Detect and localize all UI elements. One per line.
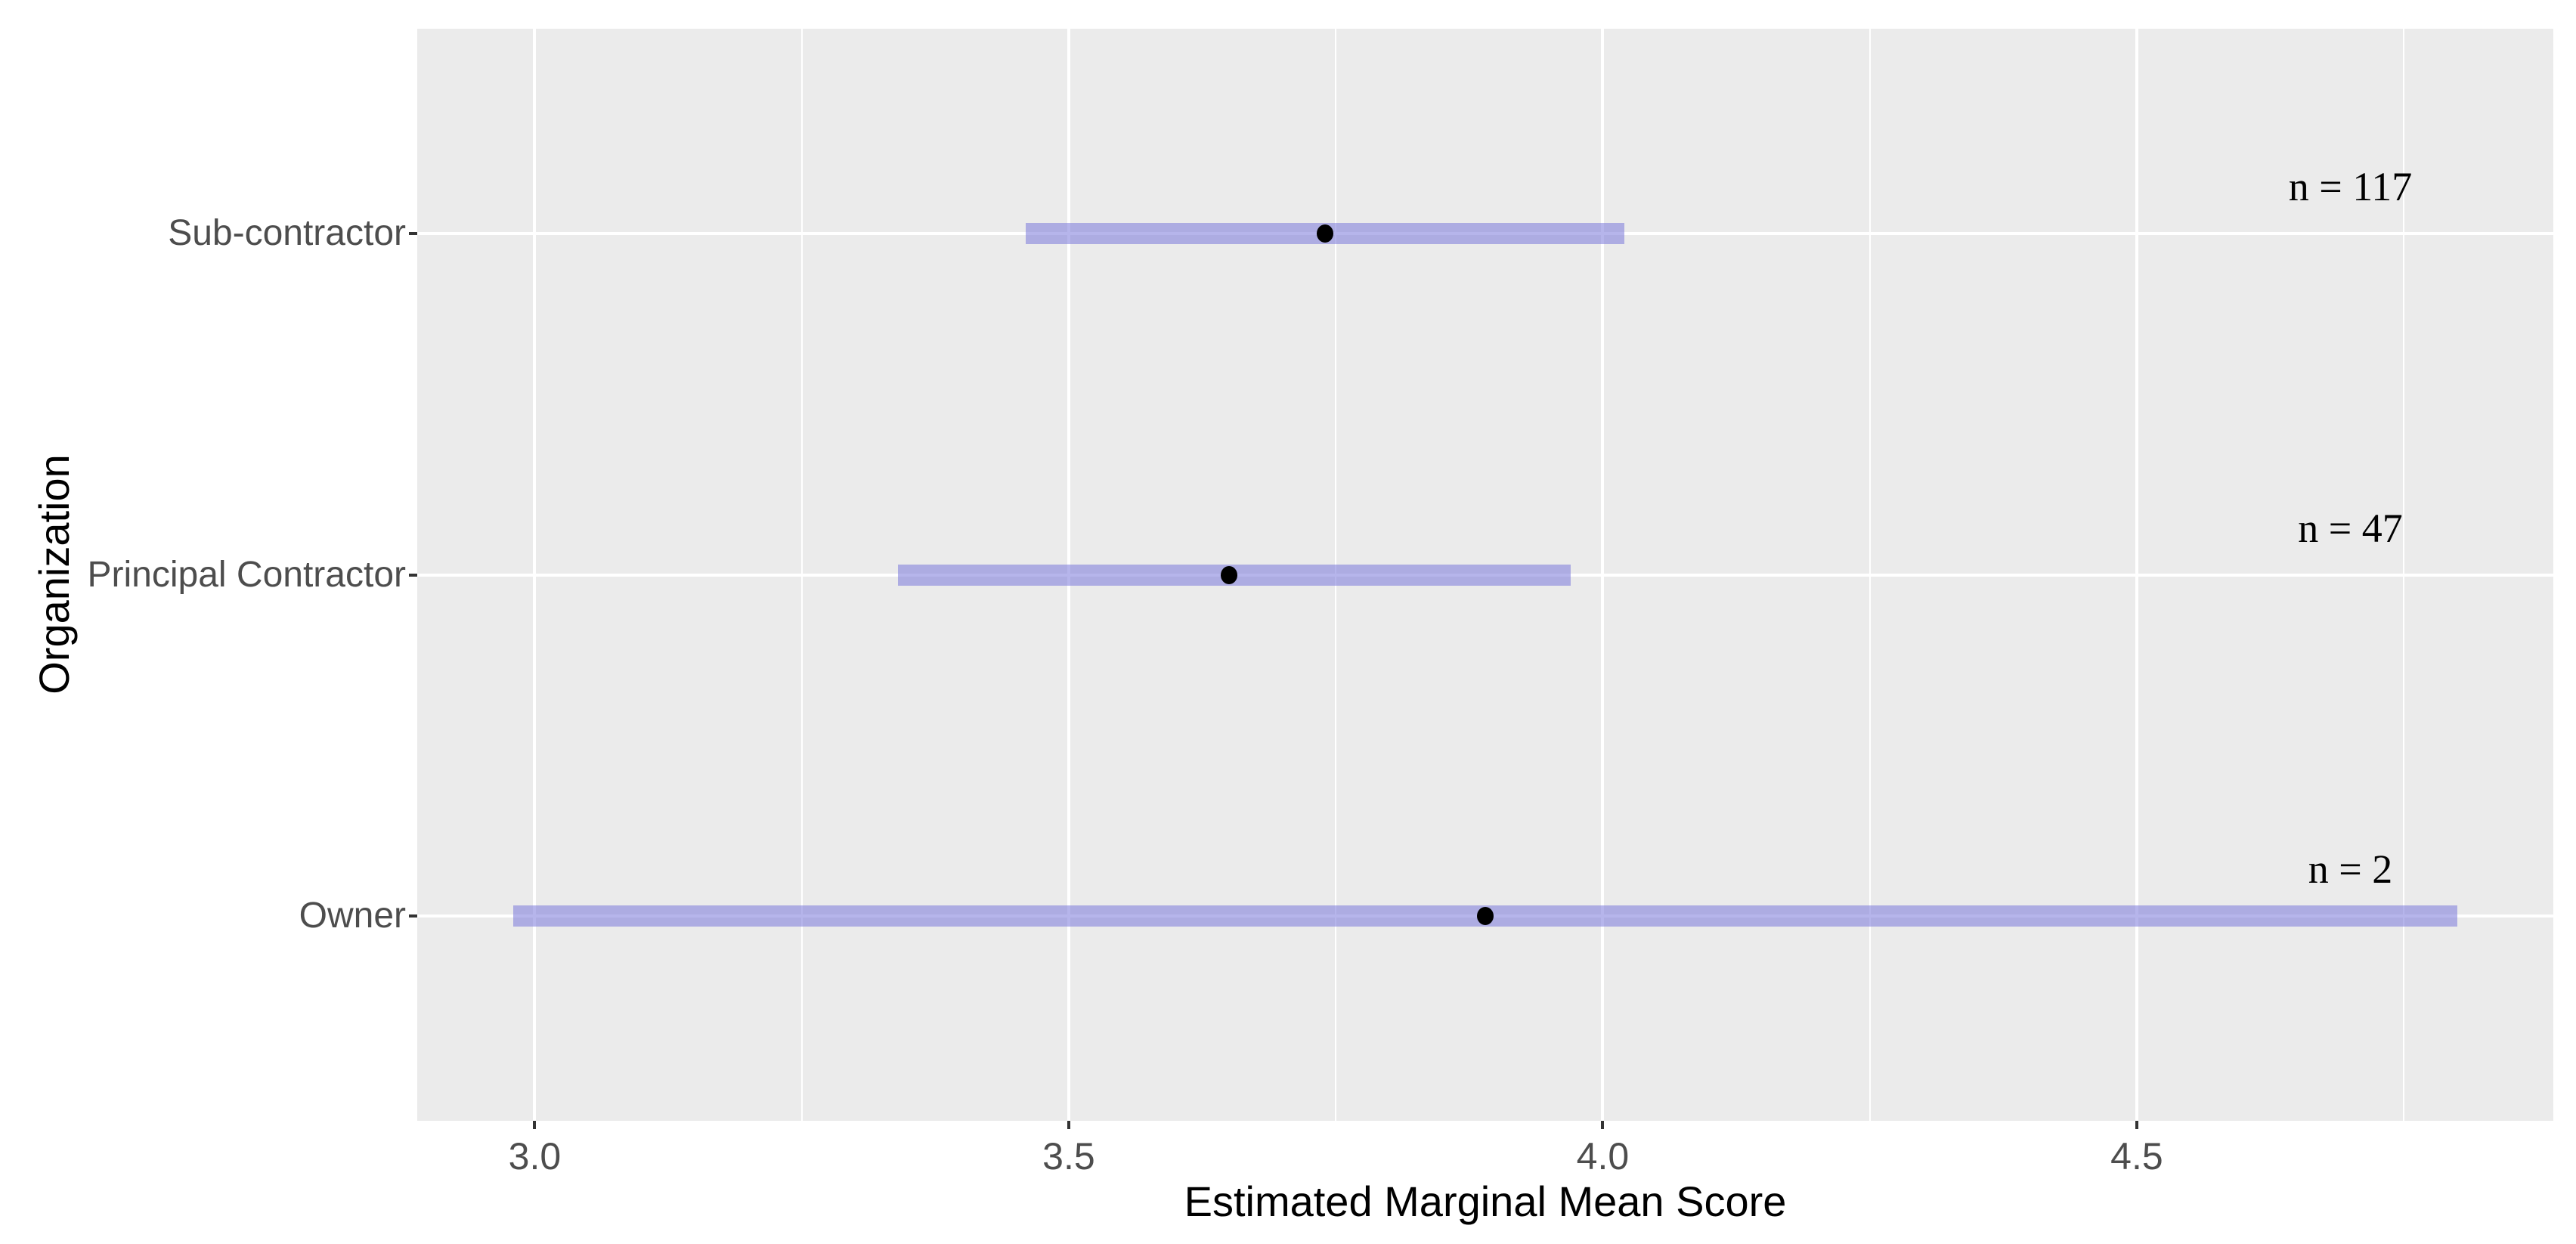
category-tick-label: Principal Contractor [87, 554, 407, 595]
sample-size-annotation: n = 47 [2298, 505, 2403, 551]
plot-panel [417, 29, 2553, 1121]
y-axis-title: Organization [30, 454, 78, 695]
x-tick-label: 4.5 [2110, 1135, 2163, 1177]
mean-point [1477, 907, 1494, 926]
category-tick-label: Owner [299, 896, 406, 936]
y-tick-mark [409, 914, 417, 918]
mean-point [1317, 224, 1334, 243]
y-tick-mark [409, 573, 417, 577]
y-tick-mark [409, 231, 417, 235]
mean-point [1220, 565, 1237, 584]
x-tick-mark [1601, 1121, 1605, 1129]
x-tick-mark [1067, 1121, 1070, 1129]
sample-size-annotation: n = 2 [2308, 846, 2393, 893]
x-axis-title: Estimated Marginal Mean Score [1184, 1177, 1787, 1225]
sample-size-annotation: n = 117 [2288, 163, 2413, 209]
x-tick-label: 3.5 [1042, 1135, 1095, 1177]
x-tick-mark [2135, 1121, 2138, 1129]
category-tick-label: Sub-contractor [168, 212, 406, 253]
x-tick-label: 4.0 [1576, 1135, 1630, 1177]
x-tick-label: 3.0 [508, 1135, 562, 1177]
x-tick-mark [533, 1121, 537, 1129]
